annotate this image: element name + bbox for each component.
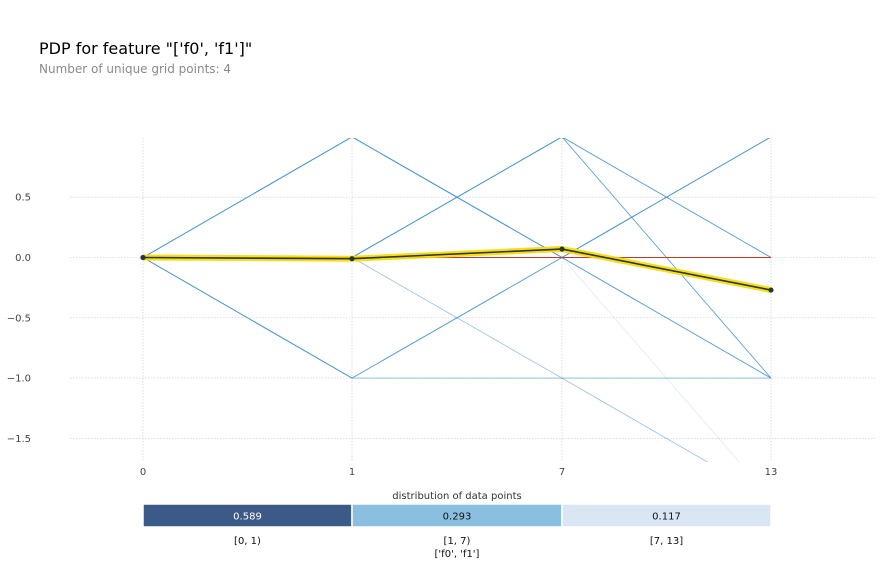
chart-subtitle: Number of unique grid points: 4 [39,62,232,76]
distribution-bin-label: [1, 7) [444,536,471,547]
y-tick-labels: 0.5 0.0 −0.5 −1.0 −1.5 [7,193,31,445]
distribution-value: 0.117 [652,512,681,523]
ice-line [142,257,771,379]
x-tick-label: 0 [140,467,146,478]
pdp-line-highlight [142,246,772,294]
grid-layer [70,138,876,462]
y-tick-label: −1.5 [7,434,31,445]
pdp-point [349,256,355,262]
distribution-value: 0.293 [443,512,472,523]
distribution-bin-label: [7, 13] [650,536,683,547]
x-tick-label: 13 [765,467,778,478]
y-tick-label: 0.5 [15,193,31,204]
y-tick-label: −1.0 [7,374,31,385]
pdp-line-layer [140,246,774,294]
distribution-title: distribution of data points [392,491,521,502]
pdp-point [140,254,146,261]
pdp-point [559,246,565,252]
distribution-xlabel: ['f0', 'f1'] [435,549,480,560]
distribution-value: 0.589 [233,512,262,523]
chart-title: PDP for feature "['f0', 'f1']" [39,39,253,58]
distribution-panel: distribution of data points 0.589 [0, 1) 0.… [142,491,772,560]
y-tick-label: 0.0 [15,253,31,264]
x-tick-labels: 0 1 7 13 [140,467,778,478]
x-tick-label: 7 [559,467,565,478]
distribution-bin-label: [0, 1) [234,536,261,547]
y-tick-label: −0.5 [7,313,31,324]
x-tick-label: 1 [349,467,355,478]
pdp-point [768,287,774,293]
distribution-bar [561,503,772,528]
pdp-line [142,248,772,291]
